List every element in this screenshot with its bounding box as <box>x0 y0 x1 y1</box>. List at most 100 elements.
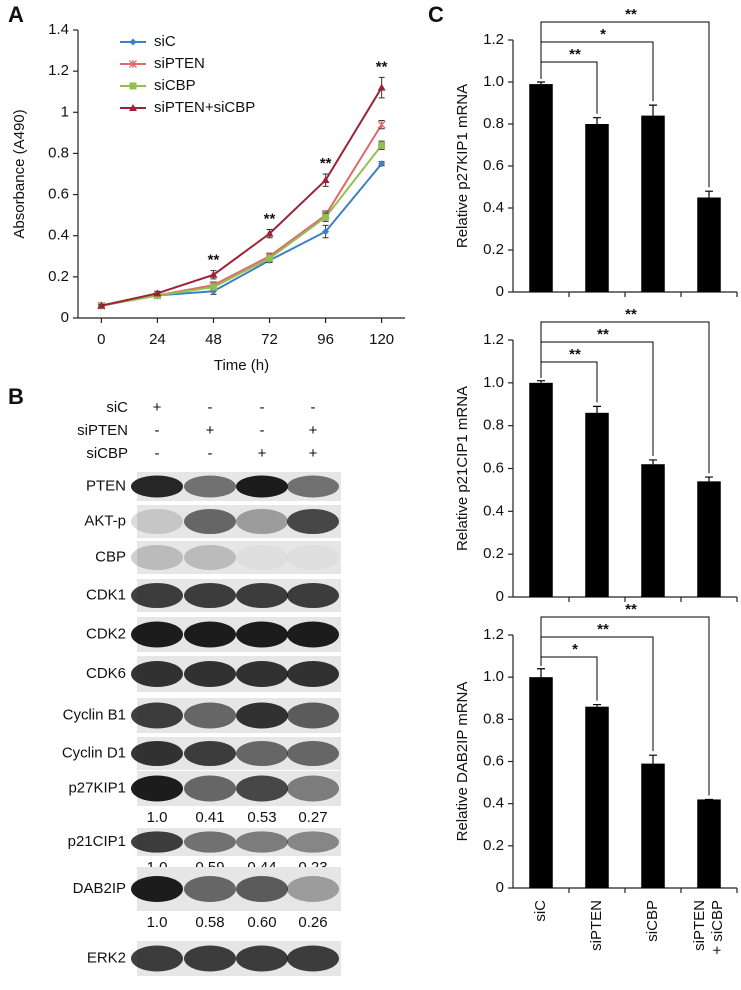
quantification: 0.26 <box>298 914 327 931</box>
panel-letter: C <box>428 2 444 27</box>
condition-mark: - <box>260 399 265 416</box>
marker <box>97 301 106 309</box>
y-tick-label: 1.2 <box>483 626 504 643</box>
band-label: Cyclin D1 <box>62 744 126 761</box>
y-tick-label: 0.6 <box>483 752 504 769</box>
blot-band <box>236 740 288 767</box>
significance-label: ** <box>376 58 388 75</box>
bar <box>585 706 609 888</box>
blot-band <box>131 544 183 571</box>
condition-mark: - <box>260 422 265 439</box>
marker <box>129 104 137 111</box>
significance-bracket <box>540 321 710 474</box>
y-tick-label: 0.4 <box>483 199 504 216</box>
significance-bracket <box>540 616 710 796</box>
band-label: PTEN <box>86 477 126 494</box>
marker <box>378 141 386 149</box>
blot-band <box>236 582 288 609</box>
bar <box>529 382 553 597</box>
blot-band <box>184 544 236 571</box>
y-tick-label: 1.2 <box>483 331 504 348</box>
y-tick-label: 0 <box>61 309 69 326</box>
blot-band <box>184 876 236 902</box>
y-tick-label: 1.0 <box>483 668 504 685</box>
significance-label: ** <box>264 211 276 228</box>
blot-band <box>131 876 183 902</box>
series-line <box>101 87 383 307</box>
marker <box>129 82 137 90</box>
blot-band <box>184 945 236 972</box>
blot-band <box>236 544 288 571</box>
marker <box>129 38 137 46</box>
marker <box>378 160 386 168</box>
x-tick-label: siC <box>532 900 549 922</box>
panel-letter: A <box>8 2 24 27</box>
y-tick-label: 0 <box>496 588 504 605</box>
quantification: 1.0 <box>147 809 168 826</box>
x-tick-label: 0 <box>97 331 105 348</box>
y-tick-label: 0.2 <box>48 268 69 285</box>
legend-label: siC <box>154 33 176 50</box>
x-tick-label: 72 <box>261 331 278 348</box>
condition-mark: - <box>208 445 213 462</box>
marker <box>377 83 386 91</box>
marker <box>321 176 330 184</box>
quantification: 0.53 <box>247 809 276 826</box>
band-label: p21CIP1 <box>68 833 126 850</box>
blot-band <box>184 831 236 853</box>
y-tick-label: 0.4 <box>483 502 504 519</box>
marker <box>209 283 217 291</box>
marker <box>153 289 162 297</box>
blot-band <box>287 740 339 767</box>
condition-label: siPTEN <box>77 422 128 439</box>
blot-band <box>287 544 339 571</box>
x-tick-label: siPTEN <box>588 900 605 951</box>
y-tick-label: 0.2 <box>483 837 504 854</box>
condition-mark: - <box>155 445 160 462</box>
significance-label: ** <box>625 6 637 23</box>
x-axis-title: Time (h) <box>214 357 269 374</box>
error-bar <box>705 476 713 482</box>
bar <box>585 412 609 597</box>
y-tick-label: 0.8 <box>483 115 504 132</box>
blot-band <box>184 582 236 609</box>
blot-band <box>184 621 236 648</box>
y-tick-label: 0.8 <box>483 710 504 727</box>
blot-band <box>184 508 236 535</box>
condition-label: siCBP <box>86 445 128 462</box>
marker <box>322 213 330 221</box>
blot-band <box>236 945 288 972</box>
condition-label: siC <box>106 399 128 416</box>
y-tick-label: 1.0 <box>483 374 504 391</box>
significance-bracket <box>540 21 710 188</box>
significance-label: ** <box>320 155 332 172</box>
marker <box>209 270 218 278</box>
blot-band <box>287 621 339 648</box>
condition-mark: + <box>309 422 318 439</box>
blot-band <box>184 775 236 802</box>
blot-band <box>236 508 288 535</box>
significance-label: ** <box>597 326 609 343</box>
error-bar <box>593 703 601 707</box>
blot-band <box>131 740 183 767</box>
quantification: 0.60 <box>247 914 276 931</box>
blot-band <box>287 831 339 853</box>
error-bar <box>705 190 713 198</box>
significance-label: * <box>600 26 606 43</box>
blot-band <box>236 831 288 853</box>
x-tick-label: siCBP <box>644 900 661 942</box>
marker <box>266 254 274 262</box>
y-tick-label: 0.2 <box>483 545 504 562</box>
quantification: 0.41 <box>195 809 224 826</box>
bar <box>641 115 665 292</box>
x-tick-label: 96 <box>317 331 334 348</box>
y-tick-label: 0.8 <box>48 144 69 161</box>
x-tick-label: 24 <box>149 331 166 348</box>
blot-band <box>287 775 339 802</box>
bar <box>697 799 721 888</box>
y-tick-label: 0.4 <box>483 795 504 812</box>
significance-label: * <box>572 641 578 658</box>
legend-label: siPTEN <box>154 55 205 72</box>
bar <box>529 677 553 888</box>
y-tick-label: 0 <box>496 879 504 896</box>
